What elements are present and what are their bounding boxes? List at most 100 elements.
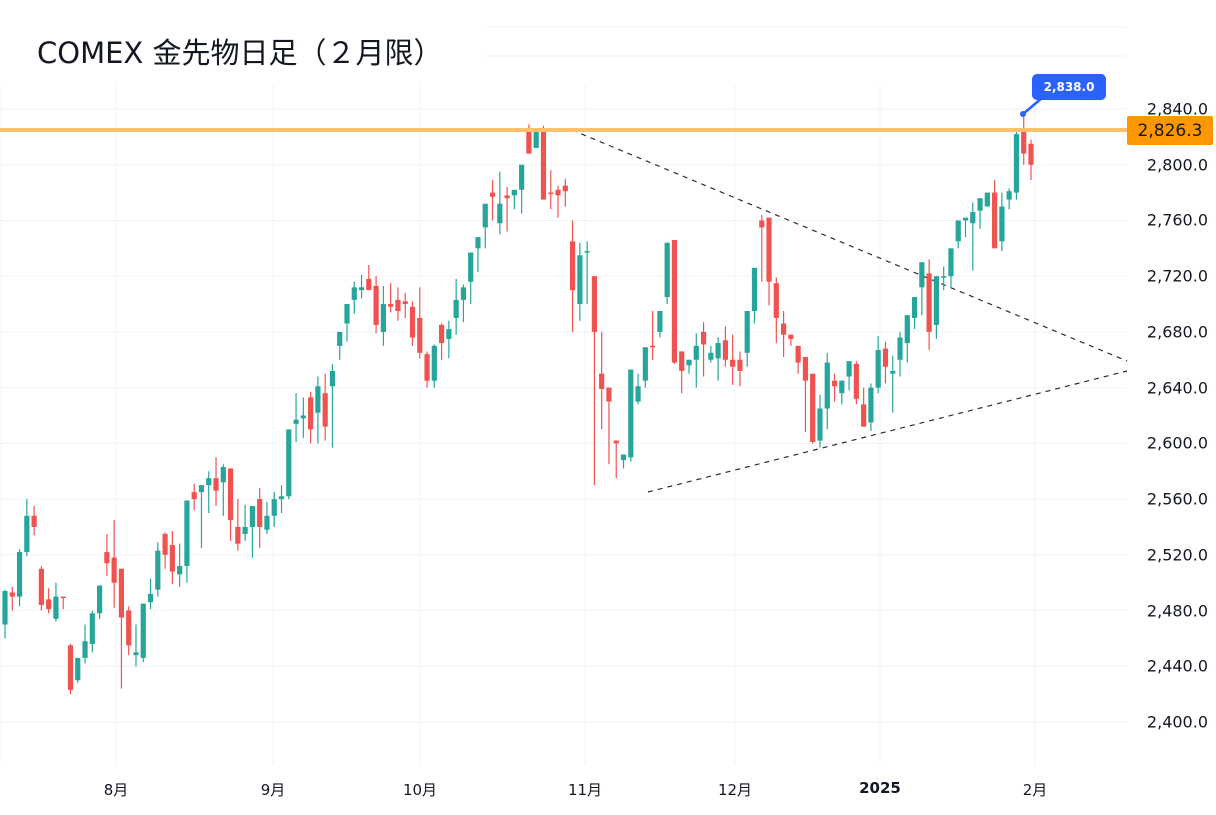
candle (846, 361, 852, 391)
candle (984, 192, 990, 207)
candle (591, 276, 598, 486)
candle (831, 373, 838, 402)
candle (438, 323, 445, 360)
candle (955, 220, 961, 249)
candle (853, 361, 859, 405)
candle (766, 217, 772, 306)
candle (31, 506, 37, 536)
candle (970, 202, 976, 271)
candle (737, 351, 743, 387)
candle (24, 499, 30, 557)
candle (562, 178, 568, 207)
candle (992, 180, 998, 249)
candle (671, 239, 678, 364)
candle (169, 531, 175, 585)
candle (686, 359, 692, 374)
candle (708, 345, 714, 363)
candle (730, 334, 736, 385)
price-axis-label: 2,680.0 (1146, 322, 1208, 342)
time-axis-label: 10月 (402, 781, 438, 799)
lower-trendline[interactable] (647, 370, 1128, 493)
price-axis-label: 2,480.0 (1146, 601, 1208, 621)
candle (198, 485, 205, 548)
candle (584, 241, 590, 305)
candle (519, 164, 525, 214)
candle (177, 543, 183, 587)
candle (635, 373, 641, 405)
candle (53, 582, 59, 622)
candle (555, 185, 561, 218)
candle (271, 492, 277, 527)
candle (817, 394, 823, 448)
candle (1021, 111, 1027, 165)
candle (249, 506, 256, 558)
candle (257, 487, 263, 548)
candle (402, 292, 408, 318)
candle (278, 485, 285, 514)
candle (744, 311, 750, 367)
candle (948, 248, 954, 288)
candle (911, 297, 918, 330)
candle (162, 532, 168, 569)
candle (489, 180, 496, 221)
candle (897, 331, 903, 377)
candle (351, 281, 357, 314)
candle (715, 337, 721, 381)
candle (417, 287, 423, 359)
candle (788, 334, 794, 346)
candle (453, 278, 459, 335)
candle (424, 351, 430, 388)
candle (628, 369, 634, 462)
candle (919, 262, 925, 316)
candle (373, 276, 379, 334)
candle (315, 376, 321, 444)
candle (395, 287, 401, 321)
candle (904, 315, 910, 363)
candle (191, 483, 197, 511)
candle (126, 606, 132, 656)
candle-series (2, 111, 1034, 695)
triangle-trendlines[interactable] (571, 129, 1128, 493)
candle (184, 500, 190, 583)
candle (16, 549, 23, 607)
candle (104, 533, 110, 576)
candle (82, 624, 88, 664)
candle (2, 589, 8, 639)
upper-trendline[interactable] (571, 129, 1128, 362)
candle (540, 125, 547, 200)
time-axis-label: 11月 (567, 781, 603, 799)
candle (1013, 129, 1020, 200)
candle (111, 519, 117, 608)
candle (642, 347, 648, 388)
candle (1028, 139, 1034, 181)
candle (286, 429, 292, 500)
candle (613, 440, 619, 479)
candle (431, 344, 437, 388)
candle (679, 351, 685, 394)
candle (475, 237, 481, 273)
candle (147, 578, 154, 610)
candle (861, 387, 867, 427)
candle (9, 586, 15, 611)
price-axis-label: 2,800.0 (1146, 155, 1208, 175)
candle (599, 331, 605, 430)
candle (751, 267, 758, 324)
candle (468, 252, 474, 305)
candle (657, 311, 663, 338)
candle (933, 276, 940, 339)
price-axis-label: 2,840.0 (1146, 99, 1208, 119)
candle (722, 326, 728, 367)
candle (264, 501, 270, 534)
candle (606, 387, 612, 465)
candle (504, 187, 510, 232)
candle (650, 311, 656, 360)
candle (926, 259, 932, 351)
price-axis-label: 2,720.0 (1146, 266, 1208, 286)
candle (569, 220, 576, 332)
candle (300, 397, 306, 438)
candle (75, 657, 81, 683)
time-axis-label: 12月 (717, 781, 753, 799)
candle (118, 568, 125, 689)
